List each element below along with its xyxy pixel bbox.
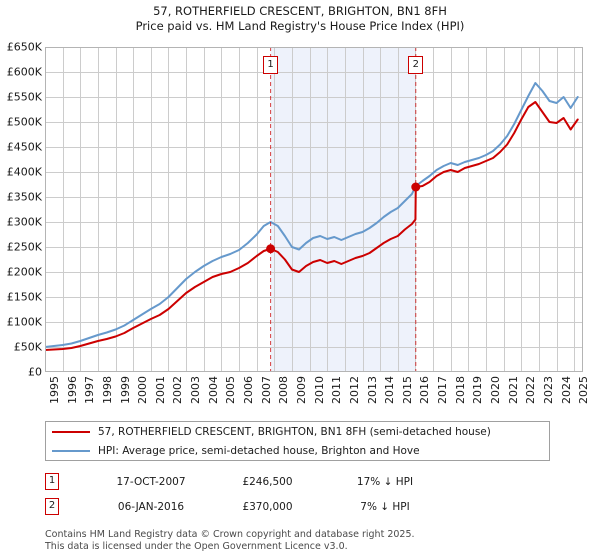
y-tick-label: £650K (6, 40, 42, 54)
y-tick-label: £250K (6, 240, 42, 254)
x-tick-label: 2008 (277, 376, 291, 404)
chart-callout-1: 1 (263, 56, 279, 74)
x-tick-label: 2020 (488, 376, 502, 404)
x-tick-label: 2007 (259, 376, 273, 404)
y-tick-label: £50K (13, 340, 42, 354)
y-axis-labels: £0 £50K £100K £150K £200K £250K £300K £350K £400… (0, 42, 42, 378)
y-tick-label: £200K (6, 265, 42, 279)
x-tick-label: 2015 (400, 376, 414, 404)
x-tick-label: 2016 (418, 376, 432, 404)
x-tick-label: 2019 (471, 376, 485, 404)
x-tick-label: 2025 (577, 376, 591, 404)
transaction-date-2: 06-JAN-2016 (117, 501, 185, 513)
chart-callout-2: 2 (408, 56, 424, 74)
footer-attribution: Contains HM Land Registry data © Crown c… (45, 529, 585, 552)
legend-label-hpi: HPI: Average price, semi-detached house,… (98, 444, 420, 457)
transaction-marker-2: 2 (45, 498, 59, 515)
x-tick-label: 2024 (559, 376, 573, 404)
x-tick-label: 1996 (65, 376, 79, 404)
x-tick-label: 2001 (153, 376, 167, 404)
x-tick-label: 2022 (524, 376, 538, 404)
chart-legend: 57, ROTHERFIELD CRESCENT, BRIGHTON, BN1 … (45, 421, 550, 461)
x-axis-labels: 1995 1996 1997 1998 1999 2000 2001 2002 2003 2004… (45, 376, 590, 418)
x-tick-label: 2004 (206, 376, 220, 404)
y-tick-label: £600K (6, 65, 42, 79)
y-tick-label: £0 (28, 365, 42, 379)
legend-item-hpi: HPI: Average price, semi-detached house,… (46, 441, 549, 460)
y-tick-label: £100K (6, 315, 42, 329)
y-tick-label: £300K (6, 215, 42, 229)
x-tick-label: 2018 (453, 376, 467, 404)
legend-item-property: 57, ROTHERFIELD CRESCENT, BRIGHTON, BN1 … (46, 422, 549, 441)
x-tick-label: 1995 (48, 376, 61, 404)
chart-plot-area (45, 47, 583, 372)
x-tick-label: 2014 (383, 376, 397, 404)
y-tick-label: £150K (6, 290, 42, 304)
legend-swatch-hpi (52, 449, 90, 452)
chart-subtitle: Price paid vs. HM Land Registry's House … (135, 19, 465, 33)
y-tick-label: £350K (6, 190, 42, 204)
x-tick-label: 2013 (365, 376, 379, 404)
x-tick-label: 2002 (171, 376, 185, 404)
x-tick-label: 2021 (506, 376, 520, 404)
y-tick-label: £500K (6, 115, 42, 129)
page-title: 57, ROTHERFIELD CRESCENT, BRIGHTON, BN1 … (0, 4, 600, 34)
x-tick-label: 2023 (541, 376, 555, 404)
x-tick-label: 2003 (189, 376, 203, 404)
legend-swatch-property (52, 430, 90, 433)
legend-label-property: 57, ROTHERFIELD CRESCENT, BRIGHTON, BN1 … (98, 425, 491, 438)
chart-canvas (45, 47, 583, 372)
transaction-hpi-delta-1: 17% ↓ HPI (356, 476, 414, 488)
x-tick-label: 2017 (436, 376, 450, 404)
transaction-price-2: £370,000 (242, 501, 293, 513)
footer-line-2: This data is licensed under the Open Gov… (45, 540, 348, 552)
y-tick-label: £550K (6, 90, 42, 104)
x-tick-label: 2006 (242, 376, 256, 404)
x-tick-label: 2011 (330, 376, 344, 404)
table-row: 1 17-OCT-2007 £246,500 17% ↓ HPI (45, 472, 550, 497)
x-tick-label: 1997 (83, 376, 97, 404)
x-tick-label: 2000 (136, 376, 150, 404)
chart-title: 57, ROTHERFIELD CRESCENT, BRIGHTON, BN1 … (153, 4, 447, 18)
transaction-hpi-delta-2: 7% ↓ HPI (360, 501, 410, 513)
y-tick-label: £400K (6, 165, 42, 179)
transactions-table: 1 17-OCT-2007 £246,500 17% ↓ HPI 2 06-JA… (45, 472, 550, 522)
x-tick-label: 2009 (294, 376, 308, 404)
x-tick-label: 1999 (118, 376, 132, 404)
x-tick-label: 1998 (100, 376, 114, 404)
footer-line-1: Contains HM Land Registry data © Crown c… (45, 529, 415, 540)
y-tick-label: £450K (6, 140, 42, 154)
x-tick-label: 2012 (347, 376, 361, 404)
x-tick-label: 2010 (312, 376, 326, 404)
table-row: 2 06-JAN-2016 £370,000 7% ↓ HPI (45, 497, 550, 522)
transaction-marker-1: 1 (45, 473, 59, 490)
transaction-date-1: 17-OCT-2007 (116, 476, 186, 488)
transaction-price-1: £246,500 (242, 476, 293, 488)
x-tick-label: 2005 (224, 376, 238, 404)
